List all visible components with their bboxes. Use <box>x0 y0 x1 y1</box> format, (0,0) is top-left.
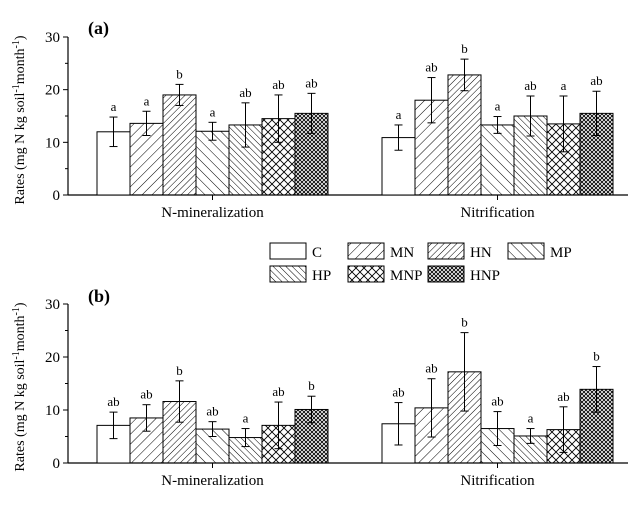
significance-letter: a <box>528 411 534 426</box>
significance-letter: b <box>461 315 468 330</box>
y-tick-label: 30 <box>45 30 60 46</box>
bar-mp <box>195 130 230 196</box>
panel-label: (b) <box>88 286 110 307</box>
legend-label: MNP <box>390 268 423 284</box>
legend-swatch <box>269 265 307 283</box>
significance-letter: ab <box>206 404 218 419</box>
y-axis-label-part: Rates (mg N kg soil <box>13 359 28 471</box>
legend-label: MP <box>550 245 572 261</box>
legend-swatch <box>269 242 307 260</box>
significance-letter: ab <box>239 85 251 100</box>
significance-letter: a <box>495 99 501 114</box>
significance-letter: b <box>308 378 315 393</box>
y-tick-label: 20 <box>45 350 60 366</box>
legend-item-mp: MP <box>507 242 572 261</box>
significance-letter: b <box>593 349 600 364</box>
y-axis-label-part: month <box>13 48 28 84</box>
legend-item-hnp: HNP <box>427 265 500 284</box>
significance-letter: a <box>111 99 117 114</box>
y-axis-label-part: Rates (mg N kg soil <box>13 92 28 204</box>
y-axis-label-part: ) <box>13 35 28 40</box>
y-axis-label-part: -1 <box>11 351 22 359</box>
significance-letter: a <box>396 107 402 122</box>
y-tick-label: 0 <box>53 188 61 204</box>
significance-letter: ab <box>140 387 152 402</box>
category-label: Nitrification <box>460 473 535 489</box>
significance-letter: a <box>243 411 249 426</box>
significance-letter: ab <box>107 394 119 409</box>
significance-letter: a <box>144 93 150 108</box>
significance-letter: ab <box>557 389 569 404</box>
y-axis-label-part: month <box>13 315 28 351</box>
bar-mp <box>480 124 515 196</box>
significance-letter: ab <box>590 73 602 88</box>
significance-letter: a <box>210 104 216 119</box>
y-axis-label-part: ) <box>13 302 28 307</box>
significance-letter: b <box>176 363 183 378</box>
legend-swatch <box>507 242 545 260</box>
y-tick-label: 0 <box>53 456 61 472</box>
legend-label: C <box>312 245 322 261</box>
y-tick-label: 20 <box>45 83 60 99</box>
category-label: N-mineralization <box>161 205 264 221</box>
bar-hn <box>447 74 482 196</box>
y-tick-label: 10 <box>45 403 60 419</box>
significance-letter: b <box>461 41 468 56</box>
y-axis-label: Rates (mg N kg soil-1month-1) <box>11 35 28 204</box>
significance-letter: ab <box>491 394 503 409</box>
significance-letter: ab <box>272 384 284 399</box>
legend-item-hp: HP <box>269 265 331 284</box>
y-axis-label-part: -1 <box>11 40 22 48</box>
legend-item-hn: HN <box>427 242 492 261</box>
significance-letter: ab <box>524 78 536 93</box>
category-label: N-mineralization <box>161 473 264 489</box>
significance-letter: b <box>176 66 183 81</box>
significance-letter: ab <box>272 77 284 92</box>
bar-mn <box>129 122 164 196</box>
y-axis-label-part: -1 <box>11 307 22 315</box>
bar-hn <box>162 94 197 196</box>
legend-swatch <box>427 242 465 260</box>
legend-swatch <box>347 242 385 260</box>
significance-letter: ab <box>425 361 437 376</box>
legend-label: HN <box>470 245 492 261</box>
legend: C MN HN MP HP MNP HNP <box>269 242 572 284</box>
significance-letter: ab <box>392 385 404 400</box>
legend-item-c: C <box>269 242 322 261</box>
significance-letter: ab <box>305 75 317 90</box>
category-label: Nitrification <box>460 205 535 221</box>
legend-label: HNP <box>470 268 500 284</box>
legend-swatch <box>347 265 385 283</box>
legend-swatch <box>427 265 465 283</box>
legend-item-mnp: MNP <box>347 265 423 284</box>
y-axis-label-part: -1 <box>11 84 22 92</box>
significance-letter: ab <box>425 60 437 75</box>
y-tick-label: 30 <box>45 297 60 313</box>
legend-label: MN <box>390 245 414 261</box>
significance-letter: a <box>561 78 567 93</box>
y-tick-label: 10 <box>45 135 60 151</box>
y-axis-label: Rates (mg N kg soil-1month-1) <box>11 302 28 471</box>
legend-label: HP <box>312 268 331 284</box>
legend-item-mn: MN <box>347 242 414 261</box>
panel-label: (a) <box>88 18 109 39</box>
